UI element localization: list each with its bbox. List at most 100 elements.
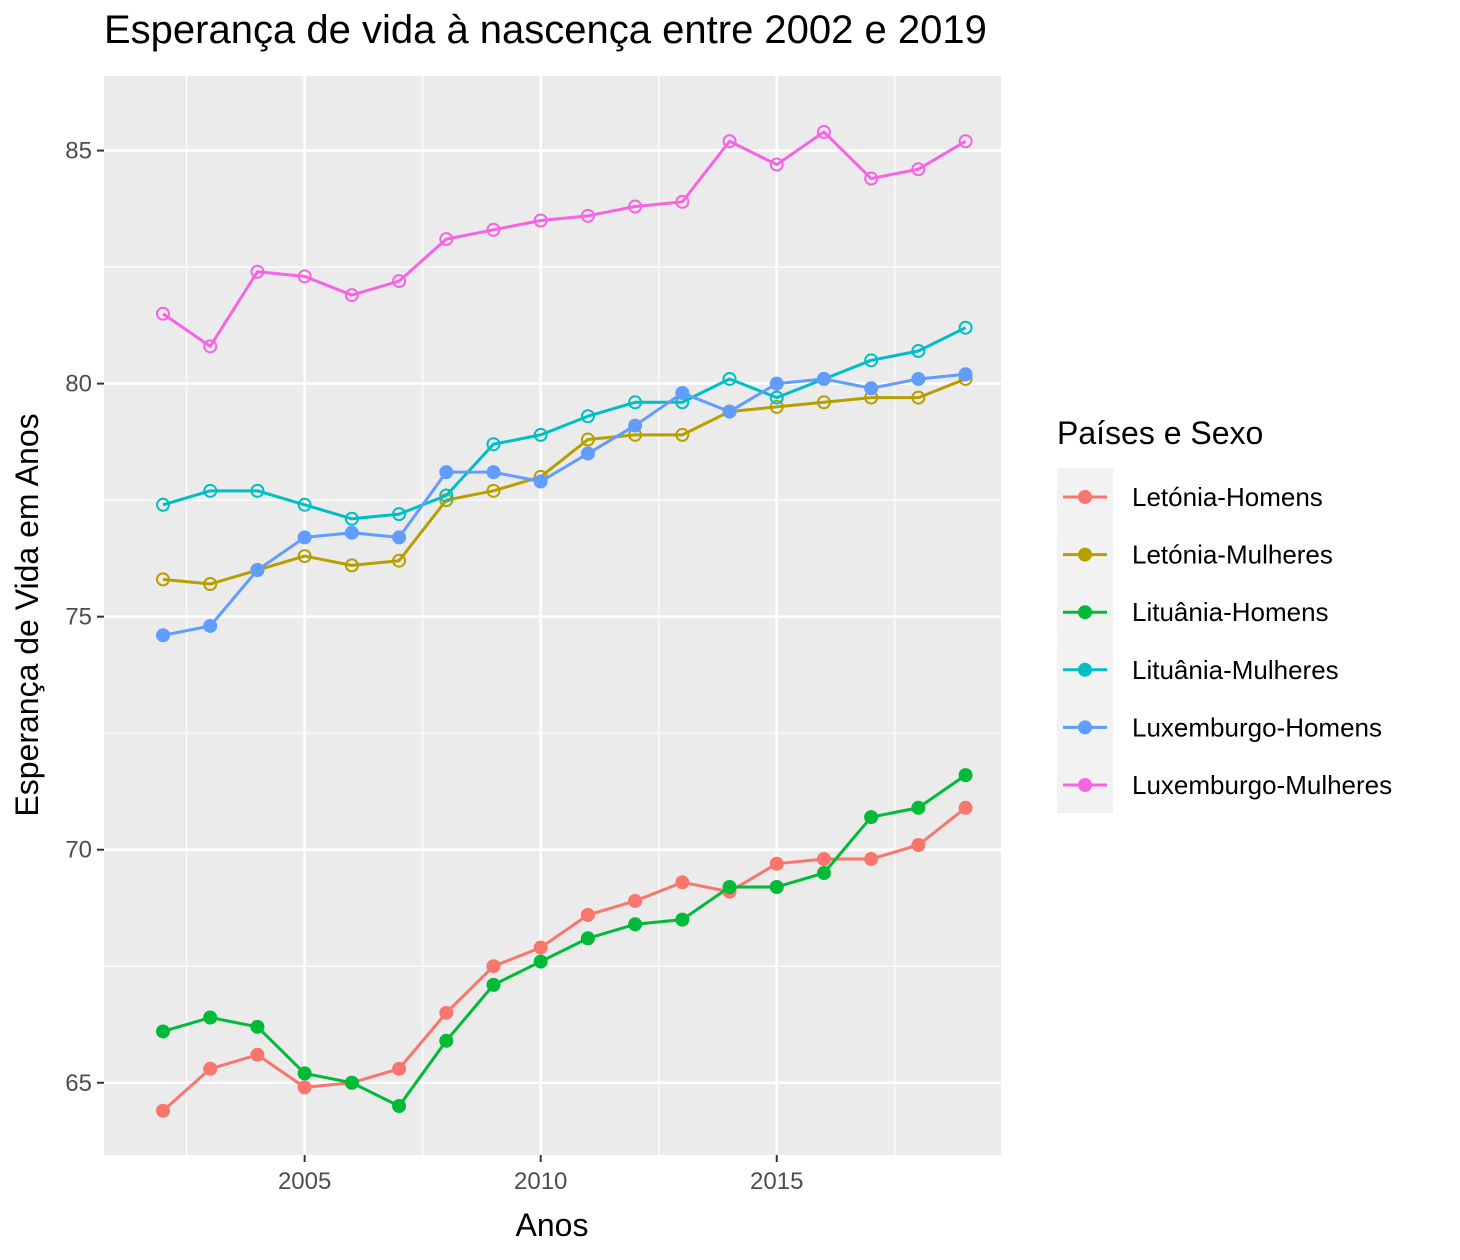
data-point	[156, 497, 171, 512]
data-point	[486, 437, 501, 452]
series-5	[156, 367, 973, 643]
data-point	[203, 1010, 218, 1025]
legend-item: Letónia-Mulheres	[1063, 540, 1333, 570]
series-line	[162, 773, 967, 1108]
y-tick-label: 85	[65, 138, 92, 165]
data-point	[344, 1075, 359, 1090]
data-point	[486, 222, 501, 237]
series-layer	[156, 124, 973, 1118]
y-tick-label: 80	[65, 371, 92, 398]
data-point	[297, 497, 312, 512]
data-point	[533, 954, 548, 969]
legend-label: Letónia-Homens	[1132, 482, 1323, 512]
data-point	[439, 1033, 454, 1048]
data-point	[911, 371, 926, 386]
legend-label: Letónia-Mulheres	[1132, 540, 1333, 570]
legend: Países e Sexo Letónia-Homens Letónia-Mulh…	[1057, 415, 1392, 813]
series-line	[162, 130, 967, 348]
series-line	[162, 326, 967, 521]
data-point	[816, 124, 831, 139]
data-point	[816, 866, 831, 881]
data-point	[769, 399, 784, 414]
legend-key-point	[1078, 490, 1092, 504]
series-6	[156, 124, 973, 354]
legend-label: Lituânia-Homens	[1132, 597, 1329, 627]
x-axis-title: Anos	[516, 1207, 589, 1243]
data-point	[250, 1047, 265, 1062]
data-point	[392, 1099, 407, 1114]
axis-layer: 2005 2010 2015 65 70 75 80 85	[65, 138, 803, 1195]
data-point	[533, 940, 548, 955]
series-4	[156, 320, 973, 526]
chart-title: Esperança de vida à nascença entre 2002 …	[104, 8, 987, 52]
data-point	[722, 404, 737, 419]
data-point	[203, 339, 218, 354]
data-point	[628, 418, 643, 433]
data-point	[816, 395, 831, 410]
data-point	[628, 917, 643, 932]
data-point	[156, 306, 171, 321]
data-point	[628, 199, 643, 214]
data-point	[675, 427, 690, 442]
data-point	[580, 907, 595, 922]
data-point	[156, 1103, 171, 1118]
data-point	[392, 553, 407, 568]
data-point	[769, 390, 784, 405]
y-tick-label: 65	[65, 1070, 92, 1097]
data-point	[203, 1061, 218, 1076]
data-point	[580, 931, 595, 946]
data-point	[392, 1061, 407, 1076]
data-point	[722, 134, 737, 149]
data-point	[628, 395, 643, 410]
data-point	[203, 577, 218, 592]
data-point	[297, 549, 312, 564]
y-tick-label: 75	[65, 604, 92, 631]
data-point	[250, 563, 265, 578]
data-point	[203, 483, 218, 498]
series-3	[156, 768, 973, 1114]
data-point	[486, 977, 501, 992]
data-point	[722, 371, 737, 386]
data-point	[628, 893, 643, 908]
data-point	[911, 390, 926, 405]
data-point	[911, 838, 926, 853]
data-point	[203, 618, 218, 633]
data-point	[958, 768, 973, 783]
data-point	[156, 1024, 171, 1039]
x-tick-label: 2015	[750, 1168, 803, 1195]
data-point	[958, 320, 973, 335]
data-point	[864, 852, 879, 867]
data-point	[533, 427, 548, 442]
series-line	[162, 377, 967, 586]
legend-key-point	[1078, 662, 1092, 677]
data-point	[769, 376, 784, 391]
data-point	[675, 194, 690, 209]
legend-key-background	[1057, 468, 1113, 813]
data-point	[344, 558, 359, 573]
data-point	[439, 1005, 454, 1020]
legend-title: Países e Sexo	[1057, 415, 1263, 451]
data-point	[580, 432, 595, 447]
legend-key-point	[1078, 605, 1092, 620]
data-point	[911, 800, 926, 815]
data-point	[533, 474, 548, 489]
data-point	[297, 269, 312, 284]
data-point	[486, 465, 501, 480]
data-point	[297, 1066, 312, 1081]
legend-item: Luxemburgo-Homens	[1063, 712, 1382, 742]
data-point	[250, 264, 265, 279]
data-point	[392, 274, 407, 289]
data-point	[344, 288, 359, 303]
grid-layer	[104, 76, 1001, 1155]
data-point	[864, 171, 879, 186]
legend-key-point	[1078, 720, 1092, 735]
data-point	[580, 208, 595, 223]
data-point	[816, 852, 831, 867]
data-point	[533, 213, 548, 228]
data-point	[392, 530, 407, 545]
x-tick-label: 2010	[514, 1168, 567, 1195]
legend-key-point	[1078, 778, 1092, 792]
legend-label: Luxemburgo-Homens	[1132, 712, 1382, 742]
data-point	[486, 483, 501, 498]
